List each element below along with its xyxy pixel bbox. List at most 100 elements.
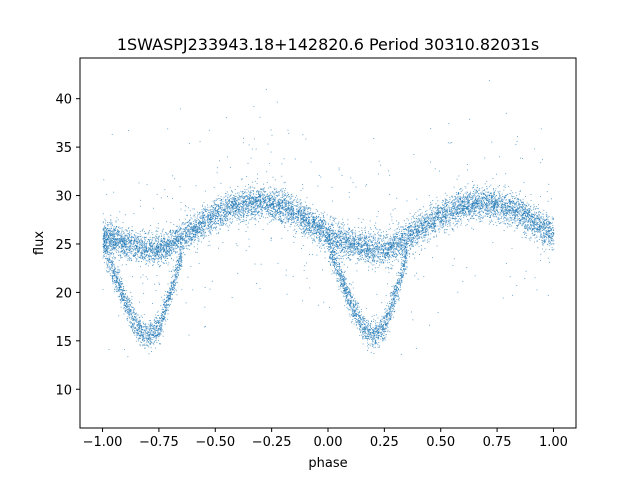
data-point: [118, 233, 120, 235]
data-point: [422, 225, 424, 227]
data-point: [417, 225, 419, 227]
data-point: [129, 238, 131, 240]
data-point: [320, 228, 321, 230]
data-point: [330, 251, 332, 253]
data-point: [431, 208, 433, 210]
data-point: [188, 237, 190, 239]
data-point: [103, 235, 105, 237]
data-point: [358, 260, 360, 261]
data-point: [456, 209, 458, 211]
data-point: [320, 247, 322, 249]
data-point: [505, 214, 507, 216]
data-point: [487, 192, 489, 194]
data-point: [363, 234, 365, 236]
data-point: [145, 264, 147, 265]
data-point: [395, 241, 397, 243]
data-point: [421, 232, 423, 234]
data-point: [362, 246, 364, 248]
data-point: [281, 215, 283, 216]
data-point: [401, 241, 403, 243]
data-point: [347, 242, 349, 243]
data-point: [467, 203, 469, 205]
data-point: [486, 188, 488, 190]
data-point: [160, 250, 162, 252]
data-point: [210, 224, 212, 226]
data-point: [400, 231, 402, 232]
data-point: [384, 255, 386, 257]
data-point: [352, 241, 354, 243]
data-point: [204, 221, 206, 223]
data-point: [379, 247, 381, 249]
data-point: [256, 208, 257, 210]
data-point: [302, 228, 304, 230]
data-point: [441, 219, 443, 221]
data-point: [457, 199, 459, 201]
data-point: [479, 203, 480, 205]
data-point: [284, 213, 286, 215]
data-point: [121, 229, 123, 231]
data-point: [502, 201, 504, 203]
data-point: [522, 207, 523, 209]
data-point: [496, 209, 498, 211]
data-point: [309, 223, 310, 225]
data-point: [346, 246, 348, 247]
data-point: [356, 246, 357, 248]
data-point: [458, 193, 460, 195]
data-point: [537, 232, 539, 233]
data-point: [127, 249, 129, 251]
data-point: [448, 218, 450, 220]
data-point: [471, 209, 473, 211]
data-point: [428, 241, 430, 243]
data-point: [241, 191, 243, 193]
data-point: [493, 201, 494, 202]
data-point: [463, 213, 465, 215]
data-point: [346, 237, 348, 238]
data-point: [418, 208, 420, 210]
data-point: [139, 252, 141, 254]
data-point: [272, 215, 274, 217]
data-point: [195, 221, 196, 223]
data-point: [401, 234, 403, 236]
data-point: [390, 237, 392, 239]
data-point: [288, 196, 290, 198]
data-point: [126, 240, 128, 242]
data-point: [305, 225, 306, 227]
data-point: [140, 235, 142, 237]
data-point: [221, 217, 223, 219]
data-point: [103, 238, 105, 239]
data-point: [114, 228, 116, 230]
data-point: [405, 235, 407, 237]
data-point: [345, 236, 347, 238]
data-point: [385, 247, 387, 249]
data-point: [318, 214, 320, 216]
data-point: [254, 213, 256, 215]
data-point: [468, 212, 470, 214]
data-point: [292, 209, 294, 211]
data-point: [418, 232, 420, 234]
data-point: [312, 226, 314, 228]
data-point: [399, 246, 401, 248]
data-point: [288, 212, 289, 214]
data-point: [353, 239, 355, 241]
data-point: [202, 205, 204, 207]
data-point: [506, 213, 507, 215]
data-point: [531, 221, 533, 223]
data-point: [541, 224, 543, 226]
data-point: [283, 218, 284, 220]
data-point: [291, 201, 293, 203]
data-point: [149, 258, 150, 260]
data-point: [352, 251, 354, 253]
data-point: [317, 230, 319, 232]
data-point: [457, 213, 459, 215]
data-point: [320, 250, 321, 252]
data-point: [268, 205, 270, 207]
data-point: [361, 231, 363, 233]
data-point: [438, 217, 440, 218]
data-point: [481, 194, 483, 196]
data-point: [237, 208, 239, 210]
data-point: [142, 242, 144, 244]
data-point: [205, 210, 207, 212]
data-point: [305, 220, 307, 222]
data-point: [154, 243, 156, 244]
data-point: [402, 227, 404, 229]
